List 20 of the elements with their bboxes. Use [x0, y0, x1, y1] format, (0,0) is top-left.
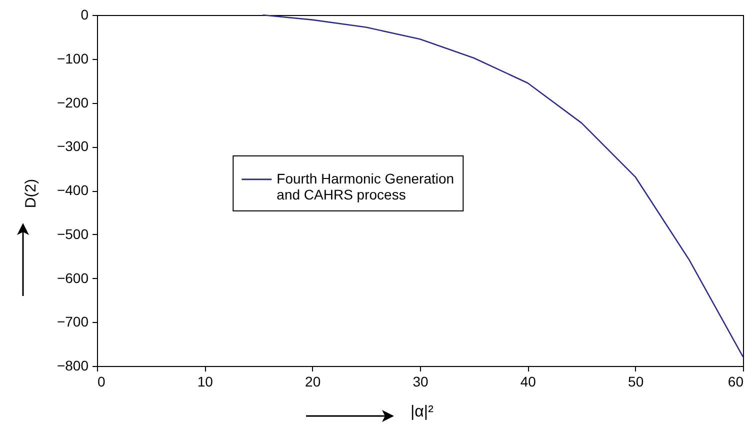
- y-tick-label: −300: [56, 138, 89, 154]
- x-tick-label: 30: [412, 374, 428, 390]
- x-tick-label: 10: [197, 374, 214, 390]
- line-series: [262, 14, 744, 358]
- x-tick-label: 50: [628, 374, 644, 390]
- y-tick-label: −600: [56, 270, 89, 286]
- y-tick-label: −700: [56, 314, 89, 330]
- y-axis-title: D(2): [22, 178, 40, 208]
- x-tick-label: 20: [305, 374, 321, 390]
- x-tick-label: 40: [520, 374, 536, 390]
- x-tick-label: 60: [728, 374, 744, 390]
- x-tick-label: 0: [98, 374, 106, 390]
- y-tick-label: −100: [56, 50, 89, 66]
- y-tick-label: −800: [56, 358, 89, 374]
- y-tick-label: −500: [56, 226, 89, 242]
- x-axis-title: |α|²: [410, 404, 434, 420]
- y-tick-label: −400: [56, 182, 89, 198]
- y-tick-label: 0: [80, 6, 89, 22]
- legend-label: Fourth Harmonic Generation and CAHRS process: [276, 170, 454, 202]
- y-tick-label: −200: [56, 94, 89, 110]
